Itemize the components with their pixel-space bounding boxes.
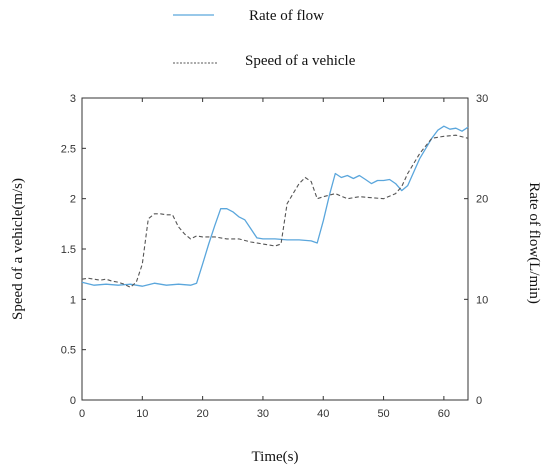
plot-frame (81, 97, 469, 401)
x-axis: 0 10 20 30 40 50 60 (79, 98, 450, 420)
left-y-axis-title: Speed of a vehicle(m/s) (10, 178, 26, 320)
right-y-tick-label: 10 (476, 294, 488, 306)
left-y-axis: 0 0.5 1 1.5 2 2.5 3 (61, 93, 86, 407)
x-tick-label: 10 (136, 408, 148, 420)
left-y-tick-label: 2.5 (61, 143, 76, 155)
legend-rate-of-flow-label: Rate of flow (249, 8, 324, 24)
left-y-tick-label: 3 (70, 93, 76, 105)
right-y-tick-label: 20 (476, 194, 488, 206)
left-y-tick-label: 0 (70, 395, 76, 407)
legend-speed-of-a-vehicle-label: Speed of a vehicle (245, 53, 356, 69)
x-tick-label: 60 (438, 408, 450, 420)
left-y-tick-label: 0.5 (61, 345, 76, 357)
speed-of-a-vehicle-line (81, 134, 469, 288)
x-tick-label: 50 (377, 408, 389, 420)
x-tick-label: 40 (317, 408, 329, 420)
right-y-axis: 0 10 20 30 (464, 93, 488, 407)
x-tick-label: 30 (257, 408, 269, 420)
x-tick-label: 20 (197, 408, 209, 420)
right-y-tick-label: 30 (476, 93, 488, 105)
rate-of-flow-line (81, 125, 469, 287)
left-y-tick-label: 1 (70, 294, 76, 306)
series-layer (81, 125, 469, 288)
right-y-axis-title: Rate of flow(L/min) (526, 182, 542, 304)
x-tick-label: 0 (79, 408, 85, 420)
left-y-tick-label: 2 (70, 194, 76, 206)
left-y-tick-label: 1.5 (61, 244, 76, 256)
x-axis-title: Time(s) (252, 449, 299, 465)
right-y-tick-label: 0 (476, 395, 482, 407)
legend: Rate of flow Speed of a vehicle (173, 8, 356, 69)
